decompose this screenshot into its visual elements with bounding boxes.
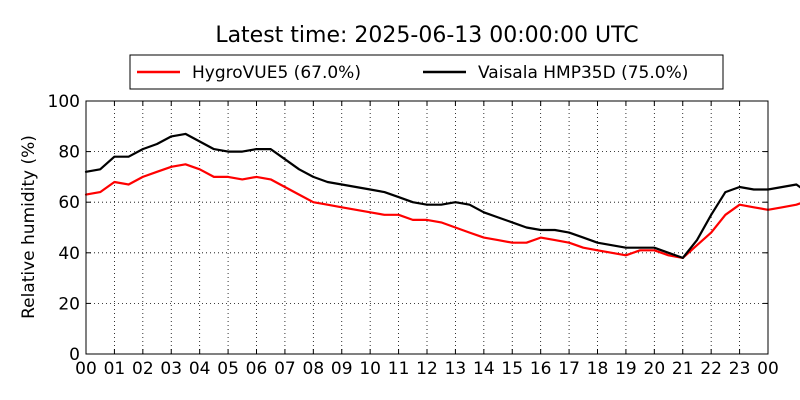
x-tick-label: 12 — [416, 359, 438, 379]
x-tick-label: 21 — [672, 359, 694, 379]
x-tick-label: 05 — [217, 359, 239, 379]
y-tick-label: 20 — [58, 294, 80, 314]
tick-marks — [85, 100, 769, 355]
x-tick-label: 14 — [473, 359, 495, 379]
series-layer — [84, 132, 800, 259]
legend-label-vaisala: Vaisala HMP35D (75.0%) — [478, 63, 688, 83]
x-tick-label: 09 — [331, 359, 353, 379]
x-tick-label: 16 — [530, 359, 552, 379]
y-tick-label: 40 — [58, 244, 80, 264]
legend-label-hygrovue5: HygroVUE5 (67.0%) — [192, 63, 361, 83]
series-line-hygrovue5 — [84, 163, 800, 259]
x-tick-label: 06 — [246, 359, 268, 379]
x-tick-labels: 00 01 02 03 04 05 06 07 08 09 10 11 12 13 14 15 16 17 18 19… — [75, 359, 779, 379]
x-tick-label: 10 — [359, 359, 381, 379]
x-tick-label: 22 — [700, 359, 722, 379]
y-tick-label: 80 — [58, 143, 80, 163]
x-tick-label: 00 — [75, 359, 97, 379]
x-tick-label: 20 — [644, 359, 666, 379]
x-tick-label: 17 — [558, 359, 580, 379]
plot-frame — [85, 100, 769, 355]
x-tick-label: 18 — [587, 359, 609, 379]
x-tick-label: 13 — [445, 359, 467, 379]
x-tick-label: 19 — [615, 359, 637, 379]
x-tick-label: 07 — [274, 359, 296, 379]
x-tick-label: 01 — [104, 359, 126, 379]
x-tick-label: 03 — [160, 359, 182, 379]
x-tick-label: 23 — [729, 359, 751, 379]
x-tick-label: 04 — [189, 359, 211, 379]
y-tick-labels: 0 20 40 60 80 100 — [48, 92, 80, 365]
x-tick-label: 08 — [303, 359, 325, 379]
y-axis-label: Relative humidity (%) — [19, 135, 39, 319]
grid-lines — [86, 101, 768, 354]
y-tick-label: 0 — [69, 345, 80, 365]
x-tick-label: 15 — [501, 359, 523, 379]
y-tick-label: 60 — [58, 193, 80, 213]
x-tick-label: 11 — [388, 359, 410, 379]
chart-legend: HygroVUE5 (67.0%) Vaisala HMP35D (75.0%) — [129, 54, 724, 90]
y-tick-label: 100 — [48, 92, 80, 112]
chart-title: Latest time: 2025-06-13 00:00:00 UTC — [215, 23, 638, 48]
x-tick-label: 00 — [757, 359, 779, 379]
series-line-vaisala — [84, 132, 800, 259]
x-tick-label: 02 — [132, 359, 154, 379]
